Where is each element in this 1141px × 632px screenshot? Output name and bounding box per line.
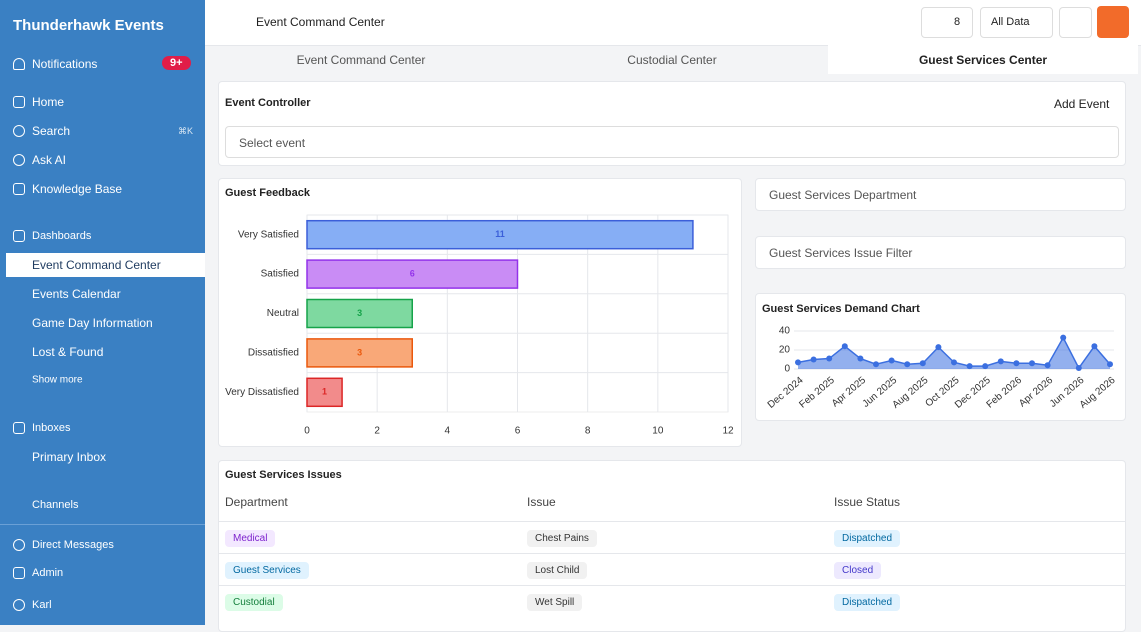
pinned-item[interactable]: Game Day Information [32,316,153,330]
table-row[interactable]: Medical Chest Pains Dispatched [219,521,1125,554]
icon [13,96,25,108]
footer-item[interactable]: Karl [32,599,52,611]
footer-item[interactable]: Admin [32,567,64,579]
tab[interactable]: Event Command Center [296,53,426,67]
section[interactable]: Inboxes [32,422,71,434]
icon [13,539,25,551]
members-count: 8 [954,16,961,28]
table-row[interactable]: Guest Services Lost Child Closed [219,553,1125,586]
sidebar: Thunderhawk Events Notifications 9+ Home… [0,0,205,625]
nav-item[interactable]: Ask AI [32,153,67,167]
table-title: Guest Services Issues [225,469,342,481]
section[interactable]: Channels [32,499,79,511]
event-controller [218,81,1126,166]
column-header[interactable]: Department [225,495,288,509]
icon [13,230,25,242]
pinned-item[interactable]: Event Command Center [32,258,161,272]
column-header[interactable]: Issue Status [834,495,901,509]
workspace[interactable]: Thunderhawk Events [13,17,164,34]
icon [13,154,25,166]
icon [13,125,25,137]
bell-icon [13,58,25,70]
filter-label: All Data [991,16,1030,28]
cell-pill: Guest Services [225,562,309,579]
cell-pill: Chest Pains [527,530,597,547]
badge: 9+ [162,56,191,70]
pinned-item[interactable]: Events Calendar [32,287,121,301]
feedback-card [218,178,742,447]
cell-pill: Wet Spill [527,594,583,611]
cell-pill: Closed [834,562,882,579]
column-header[interactable]: Issue [527,495,556,509]
chart-title: Guest Services Demand Chart [762,303,920,315]
select-placeholder: Select event [239,136,306,150]
tab[interactable]: Custodial Center [627,53,717,67]
shortcut: ⌘K [178,126,194,136]
icon [13,422,25,434]
active-bg [6,253,205,277]
filter-button[interactable] [980,7,1053,38]
filter-label: Guest Services Issue Filter [769,246,913,260]
icon [13,183,25,195]
page-title: Event Command Center [256,15,385,29]
cell-pill: Dispatched [834,530,901,547]
show-more[interactable]: Show more [32,374,83,386]
table-row[interactable]: Custodial Wet Spill Dispatched [219,585,1125,618]
cell-pill: Lost Child [527,562,588,579]
filter[interactable] [755,178,1126,211]
issues-card [218,460,1126,632]
print-button[interactable] [1059,7,1092,38]
add-event[interactable]: Add Event [1054,97,1110,111]
active-tab-bg [828,45,1138,74]
divider [0,524,205,525]
nav-item[interactable]: Knowledge Base [32,182,123,196]
chart-title: Guest Feedback [225,187,310,199]
cell-pill: Dispatched [834,594,901,611]
filter-label: Guest Services Department [769,188,917,202]
filter[interactable] [755,236,1126,269]
members-button[interactable] [921,7,973,38]
inbox[interactable]: Primary Inbox [32,450,107,464]
notifications[interactable]: Notifications [32,57,98,71]
add-button[interactable] [1097,6,1129,38]
cell-pill: Custodial [225,594,283,611]
tab[interactable]: Guest Services Center [918,53,1048,67]
pinned-item[interactable]: Lost & Found [32,345,104,359]
nav-item[interactable]: Home [32,95,65,109]
cell-pill: Medical [225,530,276,547]
icon [13,599,25,611]
nav-item[interactable]: Search [32,124,71,138]
footer-item[interactable]: Direct Messages [32,539,114,551]
section[interactable]: Dashboards [32,230,92,242]
icon [13,567,25,579]
select[interactable] [225,126,1119,158]
card-title: Event Controller [225,97,311,109]
